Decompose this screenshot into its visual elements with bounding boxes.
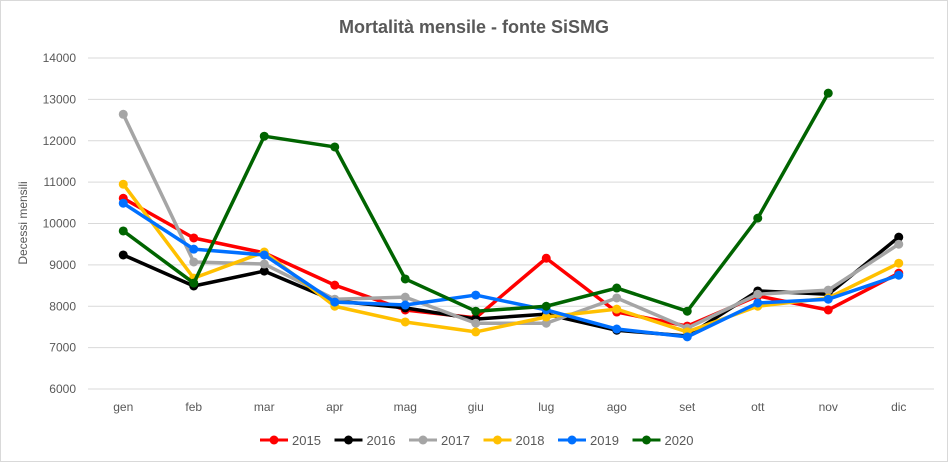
legend-item-2020: 2020 <box>632 433 694 448</box>
data-point <box>541 312 551 322</box>
legend-item-2016: 2016 <box>334 433 396 448</box>
data-point <box>753 289 763 299</box>
chart-title: Mortalità mensile - fonte SiSMG <box>339 17 609 37</box>
x-tick-label: dic <box>891 400 906 414</box>
data-point <box>400 274 410 284</box>
x-tick-label: gen <box>113 400 133 414</box>
legend-label: 2016 <box>367 433 396 448</box>
data-point <box>400 292 410 302</box>
legend-label: 2020 <box>665 433 694 448</box>
data-point <box>894 232 904 242</box>
legend-marker <box>344 435 353 445</box>
series-line <box>121 183 900 334</box>
data-point <box>118 109 128 119</box>
y-axis-label: Decessi mensili <box>16 181 30 264</box>
series-2017 <box>118 109 904 333</box>
data-point <box>612 324 622 334</box>
y-tick-label: 9000 <box>49 258 76 272</box>
series-line <box>122 201 900 339</box>
legend-item-2017: 2017 <box>409 433 470 448</box>
data-point <box>471 306 481 316</box>
series-line <box>122 235 900 338</box>
data-point <box>189 278 199 288</box>
data-point <box>682 306 692 316</box>
data-point <box>118 250 128 260</box>
data-point <box>753 213 763 223</box>
x-tick-label: mag <box>394 400 417 414</box>
legend-marker <box>418 435 428 445</box>
legend-label: 2015 <box>292 433 321 448</box>
data-point <box>118 198 128 208</box>
data-point <box>612 304 622 314</box>
data-point <box>823 294 833 304</box>
data-point <box>894 258 904 268</box>
data-point <box>259 266 269 276</box>
data-point <box>189 257 199 267</box>
y-tick-label: 13000 <box>43 92 77 106</box>
data-point <box>471 327 481 337</box>
data-point <box>259 250 269 260</box>
legend-item-2018: 2018 <box>483 433 545 448</box>
data-point <box>400 317 410 327</box>
legend-label: 2018 <box>516 433 545 448</box>
x-tick-label: apr <box>326 400 343 414</box>
data-point <box>682 332 692 342</box>
y-tick-label: 10000 <box>43 217 77 231</box>
legend-label: 2019 <box>590 433 619 448</box>
series-line <box>122 196 900 328</box>
data-point <box>471 290 481 300</box>
data-point <box>259 259 269 269</box>
data-point <box>612 283 622 293</box>
x-tick-label: feb <box>185 400 202 414</box>
data-point <box>330 297 340 307</box>
y-tick-label: 14000 <box>43 51 77 65</box>
data-point <box>189 244 199 254</box>
x-tick-label: ott <box>751 400 765 414</box>
y-tick-label: 12000 <box>43 134 77 148</box>
x-tick-label: giu <box>468 400 484 414</box>
series-line <box>121 113 900 330</box>
data-point <box>823 285 833 295</box>
legend-item-2019: 2019 <box>558 433 619 448</box>
legend-item-2015: 2015 <box>260 433 321 448</box>
series-2020 <box>118 88 833 316</box>
data-point <box>612 293 622 303</box>
data-point <box>753 298 763 308</box>
x-tick-label: set <box>679 400 696 414</box>
y-tick-label: 7000 <box>49 341 76 355</box>
series-2018 <box>118 179 904 337</box>
legend-marker <box>642 435 651 445</box>
x-tick-label: mar <box>254 400 275 414</box>
data-point <box>330 142 340 152</box>
data-point <box>400 300 410 310</box>
y-tick-label: 8000 <box>49 299 76 313</box>
legend-marker <box>493 435 502 445</box>
data-point <box>541 301 551 311</box>
y-tick-label: 11000 <box>44 175 77 189</box>
data-point <box>541 318 551 328</box>
data-point <box>541 253 551 263</box>
series-2019 <box>118 198 904 342</box>
y-tick-label: 6000 <box>49 382 76 396</box>
data-point <box>189 233 199 243</box>
x-tick-label: nov <box>819 400 838 414</box>
data-point <box>118 226 128 236</box>
legend-marker <box>567 435 577 445</box>
data-point <box>894 270 904 280</box>
legend-label: 2017 <box>441 433 470 448</box>
data-point <box>823 88 833 98</box>
data-point <box>330 280 340 290</box>
x-tick-label: lug <box>538 400 554 414</box>
data-point <box>823 305 833 315</box>
data-point <box>118 179 128 189</box>
legend-marker <box>269 435 279 445</box>
data-point <box>894 239 904 249</box>
x-tick-label: ago <box>607 400 627 414</box>
data-point <box>471 318 481 328</box>
data-point <box>259 131 269 141</box>
